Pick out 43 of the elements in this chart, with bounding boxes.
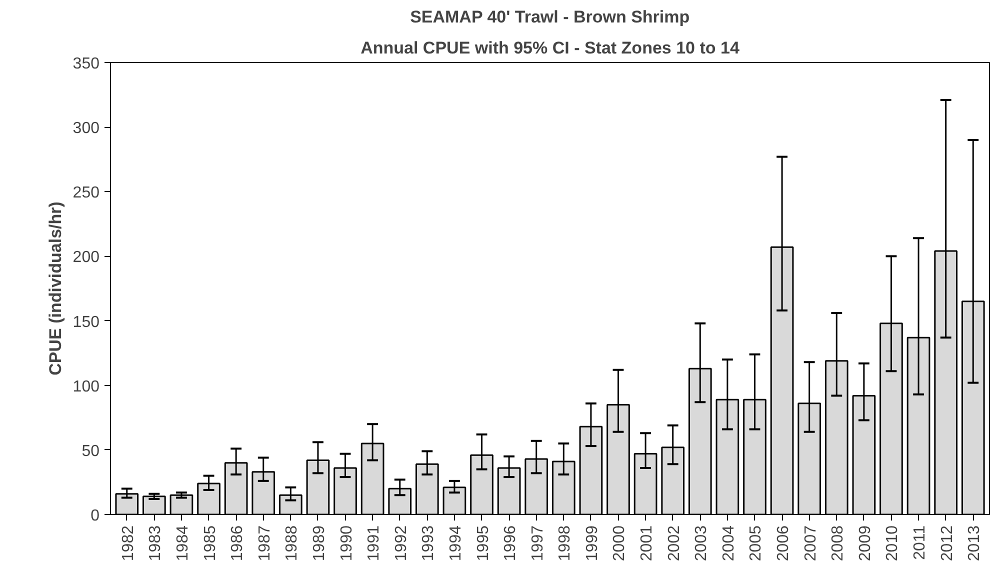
x-tick-label: 2003 [693,525,710,562]
x-tick-label: 2012 [938,525,956,562]
x-tick-label: 1993 [420,525,438,562]
y-tick-label: 100 [72,378,100,396]
x-tick-label: 2013 [966,525,984,562]
x-tick-label: 2001 [638,525,656,562]
x-tick-label: 1982 [120,525,137,562]
x-tick-label: 2000 [611,525,628,562]
y-tick-label: 150 [72,314,100,331]
x-tick-label: 1983 [147,525,164,562]
y-axis-title: CPUE (individuals/hr) [46,202,65,376]
y-tick-label: 0 [90,508,100,524]
x-tick-label: 2010 [884,525,902,562]
y-tick-label: 250 [72,184,100,202]
x-tick-label: 1996 [502,525,520,562]
x-tick-label: 1999 [584,525,601,562]
x-tick-label: 2007 [802,525,820,562]
x-tick-label: 1985 [202,525,219,562]
x-tick-label: 1994 [447,525,464,562]
x-tick-label: 1989 [310,525,328,562]
x-tick-label: 1995 [474,525,492,562]
y-tick-label: 50 [82,442,100,460]
x-tick-label: 1997 [529,525,546,562]
x-tick-label: 1990 [338,525,356,562]
x-tick-label: 2011 [912,525,929,560]
x-tick-label: 2008 [830,525,847,562]
x-tick-label: 2005 [748,525,765,562]
y-tick-label: 300 [72,120,100,138]
x-tick-label: 1984 [174,525,192,562]
x-tick-label: 2009 [856,525,874,562]
x-tick-label: 1987 [256,525,274,562]
x-tick-label: 1988 [284,525,301,562]
x-tick-label: 1998 [556,525,574,562]
y-tick-label: 350 [72,56,100,72]
x-tick-label: 2006 [775,525,792,562]
x-tick-label: 2004 [720,525,738,562]
chart-subtitle: Annual CPUE with 95% CI - Stat Zones 10 to 14 [360,38,740,58]
x-tick-label: 1986 [229,525,246,562]
y-tick-label: 200 [72,249,100,266]
x-tick-label: 2002 [666,525,683,562]
x-tick-label: 1992 [392,525,410,562]
chart-title: SEAMAP 40' Trawl - Brown Shrimp [410,8,690,26]
x-tick-label: 1991 [366,525,383,562]
